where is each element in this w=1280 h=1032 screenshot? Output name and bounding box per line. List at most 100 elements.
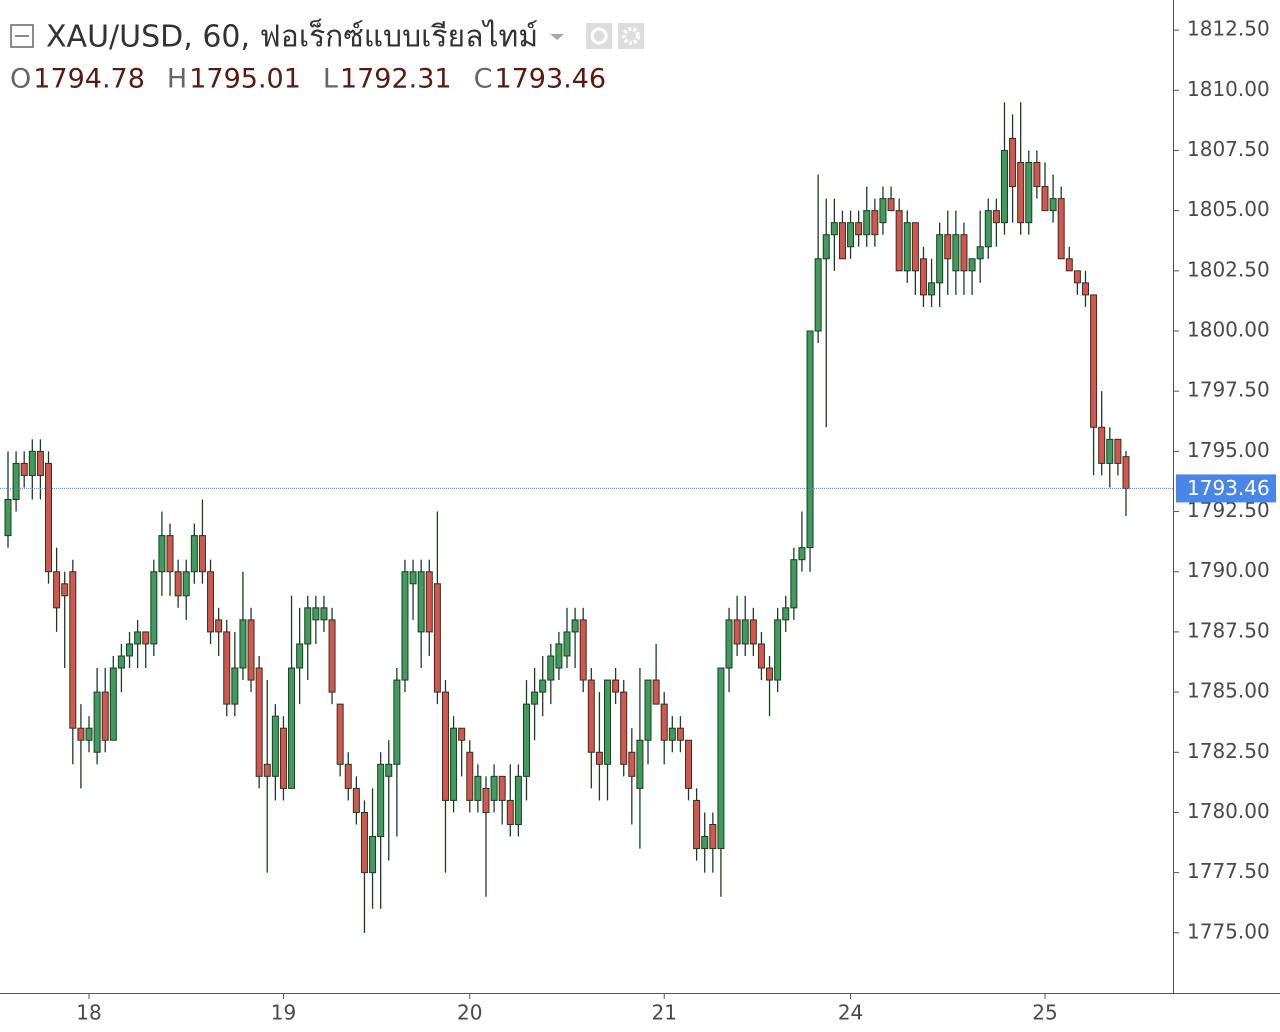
y-tick-label: 1800.00 (1187, 318, 1270, 342)
candle-body (579, 619, 587, 681)
candle-body (474, 775, 482, 801)
ohlc-value: 1792.31 (340, 64, 452, 95)
candle-body (458, 727, 466, 741)
candle-body (393, 679, 401, 765)
candle-body (69, 571, 77, 729)
candle-body (215, 619, 223, 633)
candle-body (725, 619, 733, 669)
candle-body (620, 691, 628, 765)
candle-body (944, 234, 952, 260)
y-tick-label: 1795.00 (1187, 438, 1270, 462)
ohlc-letter: O (10, 64, 31, 95)
y-tick-label: 1812.50 (1187, 17, 1270, 41)
candle-body (936, 234, 944, 284)
y-tick-label: 1787.50 (1187, 618, 1270, 642)
candle-body (207, 571, 215, 633)
candle-body (28, 450, 36, 476)
candle-body (20, 462, 28, 476)
candle-body (628, 751, 636, 777)
candle-body (247, 619, 255, 681)
settings-icon[interactable] (618, 23, 645, 49)
candle-body (1081, 282, 1089, 296)
candle-body (1009, 137, 1017, 188)
candle-body (911, 222, 919, 272)
candle-body (798, 547, 806, 561)
y-tick-label: 1792.50 (1187, 498, 1270, 522)
candle-body (717, 667, 725, 850)
candle-body (117, 655, 125, 669)
candle-body (992, 210, 1000, 224)
candle-body (790, 559, 798, 609)
candle-body (1049, 198, 1057, 212)
candle-body (255, 667, 263, 777)
candle-body (1090, 294, 1098, 428)
candle-body (928, 282, 936, 296)
candle-body (531, 691, 539, 705)
candle-body (814, 258, 822, 332)
candle-body (360, 811, 368, 874)
candle-body (385, 763, 393, 777)
candle-body (85, 727, 93, 741)
candle-body (855, 222, 863, 236)
candle-body (668, 727, 676, 741)
y-tick-label: 1810.00 (1187, 77, 1270, 101)
candle-body (369, 836, 377, 874)
y-tick-label: 1807.50 (1187, 137, 1270, 161)
candle-body (539, 679, 547, 693)
y-tick-label: 1777.50 (1187, 859, 1270, 883)
y-tick-label: 1805.00 (1187, 197, 1270, 221)
candle-body (288, 667, 296, 789)
ohlc-value: 1793.46 (494, 64, 606, 95)
candle-body (903, 222, 911, 272)
candle-body (296, 643, 304, 669)
candle-body (887, 198, 895, 212)
candle-body (1065, 258, 1073, 272)
ohlc-letter: H (167, 64, 187, 95)
ohlc-value: 1795.01 (189, 64, 301, 95)
y-tick-label: 1782.50 (1187, 739, 1270, 763)
candle-body (304, 607, 312, 645)
candle-body (895, 210, 903, 272)
candle-body (652, 679, 660, 705)
candle-body (409, 571, 417, 585)
candle-body (976, 246, 984, 260)
candle-body (766, 667, 774, 681)
candle-body (101, 691, 109, 741)
candle-body (1017, 161, 1025, 224)
candle-body (847, 222, 855, 248)
candle-body (1114, 438, 1122, 464)
candle-body (93, 691, 101, 753)
x-tick-label: 21 (651, 1001, 676, 1025)
candle-body (676, 727, 684, 741)
candle-body (198, 535, 206, 573)
candle-body (336, 703, 344, 765)
candle-body (312, 607, 320, 621)
candle-body (134, 631, 142, 645)
candle-body (12, 462, 20, 501)
candle-body (498, 775, 506, 801)
candle-body (352, 787, 360, 813)
candle-body (320, 607, 328, 621)
candle-body (174, 571, 182, 597)
candle-body (4, 499, 12, 537)
settings-icon-gear (622, 27, 641, 45)
y-tick-label: 1797.50 (1187, 378, 1270, 402)
candle-body (571, 619, 579, 633)
candle-body (968, 258, 976, 272)
candle-body (1106, 438, 1114, 464)
candle-body (271, 715, 279, 777)
x-tick-label: 25 (1032, 1001, 1057, 1025)
x-tick-label: 24 (838, 1001, 863, 1025)
candle-body (53, 571, 61, 609)
candle-body (377, 763, 385, 838)
candle-body (441, 691, 449, 801)
candle-body (239, 619, 247, 669)
candle-body (563, 631, 571, 657)
candle-body (709, 823, 717, 850)
candle-body (1025, 161, 1033, 224)
candle-body (522, 703, 530, 777)
visibility-icon[interactable] (586, 23, 613, 49)
candle-body (36, 450, 44, 476)
candle-body (61, 583, 69, 597)
